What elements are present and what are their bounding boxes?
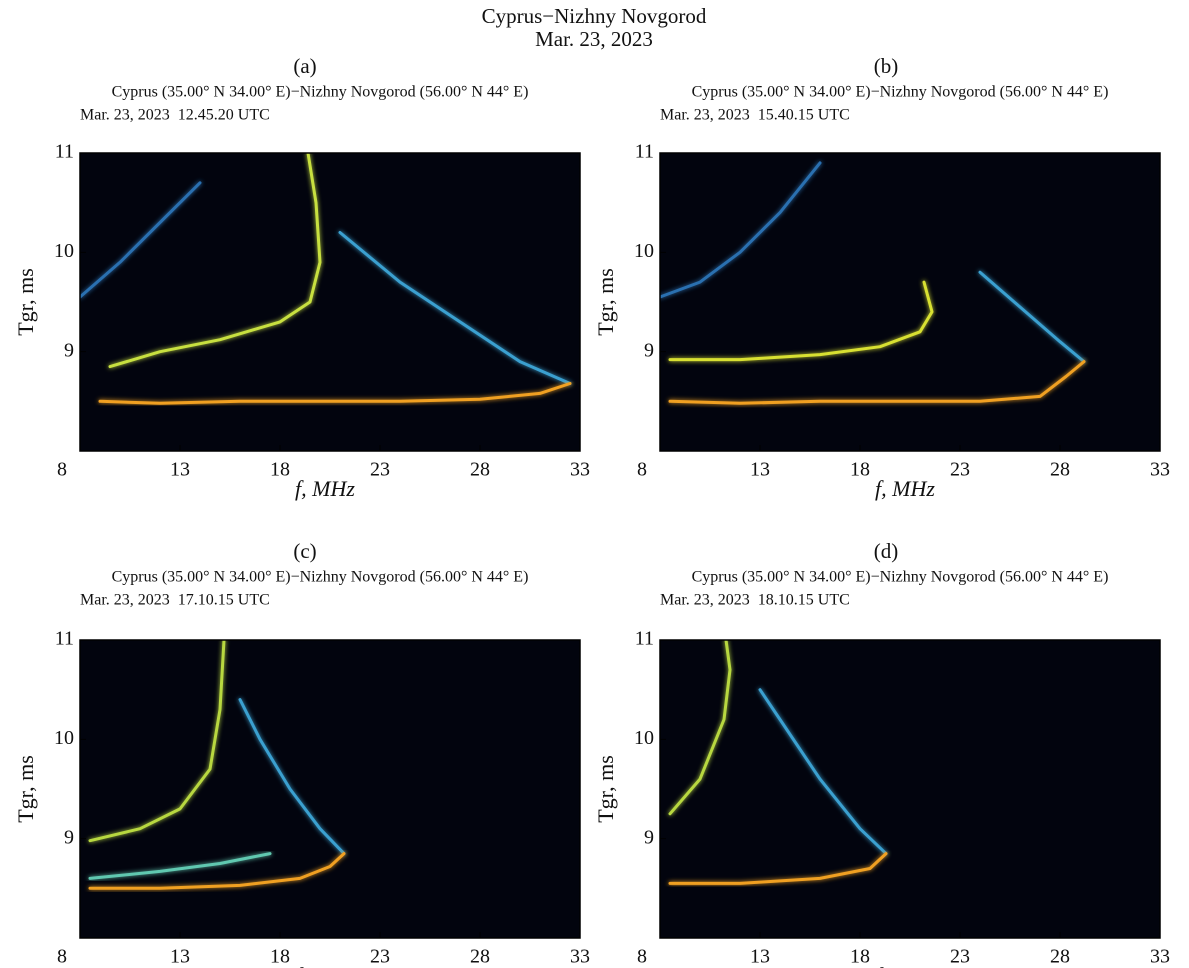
x-tick-label: 8 (637, 459, 647, 481)
x-tick-label: 8 (637, 946, 647, 968)
x-axis-label: f, MHz (875, 476, 935, 501)
plot-frame (659, 152, 1161, 452)
trace (88, 852, 272, 880)
y-axis-label: Tgr, ms (13, 755, 38, 823)
panel-label: (d) (874, 539, 899, 563)
figure-date: Mar. 23, 2023 (535, 27, 653, 51)
y-tick-label: 9 (64, 826, 74, 848)
y-tick-label: 9 (64, 339, 74, 361)
trace (88, 852, 346, 890)
x-tick-label: 28 (470, 946, 490, 968)
y-tick-label: 10 (54, 240, 74, 262)
y-axis-label: Tgr, ms (593, 755, 618, 823)
trace (668, 280, 934, 362)
x-tick-label: 8 (57, 459, 67, 481)
trace (758, 688, 888, 856)
trace (338, 231, 572, 385)
x-tick-label: 18 (270, 946, 290, 968)
figure-title: Cyprus−Nizhny Novgorod (482, 4, 707, 28)
plot-area (80, 640, 580, 938)
x-axis-label: f, MHz (875, 963, 935, 968)
trace (668, 852, 888, 885)
panel-subtitle: Mar. 23, 2023 15.40.15 UTC (660, 107, 850, 124)
y-axis-label: Tgr, ms (13, 268, 38, 336)
x-tick-label: 23 (950, 459, 970, 481)
trace (80, 181, 202, 299)
x-tick-label: 33 (1150, 946, 1170, 968)
y-tick-label: 10 (54, 727, 74, 749)
y-tick-label: 10 (634, 727, 654, 749)
trace (98, 382, 572, 405)
trace (88, 640, 226, 843)
panel-title: Cyprus (35.00° N 34.00° E)−Nizhny Novgor… (692, 569, 1109, 586)
plot-frame (79, 152, 581, 452)
x-tick-label: 28 (1050, 946, 1070, 968)
x-axis-label: f, MHz (295, 476, 355, 501)
y-tick-label: 9 (644, 339, 654, 361)
trace (108, 153, 322, 369)
x-tick-label: 8 (57, 946, 67, 968)
x-tick-label: 23 (370, 459, 390, 481)
trace (668, 360, 1086, 405)
y-axis-label: Tgr, ms (593, 268, 618, 336)
panel-label: (a) (293, 54, 316, 78)
y-tick-label: 11 (635, 141, 654, 163)
y-tick-label: 11 (55, 628, 74, 650)
plot-area (660, 153, 1160, 451)
x-axis-label: f, MHz (295, 963, 355, 968)
panel-title: Cyprus (35.00° N 34.00° E)−Nizhny Novgor… (692, 84, 1109, 101)
x-tick-label: 33 (570, 946, 590, 968)
plot-frame (659, 639, 1161, 939)
x-tick-label: 23 (950, 946, 970, 968)
x-tick-label: 13 (170, 459, 190, 481)
y-tick-label: 11 (635, 628, 654, 650)
x-tick-label: 13 (170, 946, 190, 968)
x-tick-label: 33 (570, 459, 590, 481)
x-tick-label: 13 (750, 459, 770, 481)
x-tick-label: 13 (750, 946, 770, 968)
panel-label: (c) (293, 539, 316, 563)
y-tick-label: 11 (55, 141, 74, 163)
x-tick-label: 18 (850, 946, 870, 968)
x-tick-label: 28 (1050, 459, 1070, 481)
x-tick-label: 18 (850, 459, 870, 481)
y-tick-label: 10 (634, 240, 654, 262)
trace (978, 270, 1086, 364)
plot-area (80, 153, 580, 451)
plot-frame (79, 639, 581, 939)
trace (660, 161, 822, 299)
x-tick-label: 23 (370, 946, 390, 968)
panel-subtitle: Mar. 23, 2023 17.10.15 UTC (80, 592, 270, 609)
x-tick-label: 28 (470, 459, 490, 481)
panel-subtitle: Mar. 23, 2023 12.45.20 UTC (80, 107, 270, 124)
trace (668, 640, 732, 816)
y-tick-label: 9 (644, 826, 654, 848)
panel-label: (b) (874, 54, 899, 78)
panel-subtitle: Mar. 23, 2023 18.10.15 UTC (660, 592, 850, 609)
x-tick-label: 18 (270, 459, 290, 481)
panel-title: Cyprus (35.00° N 34.00° E)−Nizhny Novgor… (112, 569, 529, 586)
trace (238, 698, 346, 856)
panel-title: Cyprus (35.00° N 34.00° E)−Nizhny Novgor… (112, 84, 529, 101)
plot-area (660, 640, 1160, 938)
x-tick-label: 33 (1150, 459, 1170, 481)
